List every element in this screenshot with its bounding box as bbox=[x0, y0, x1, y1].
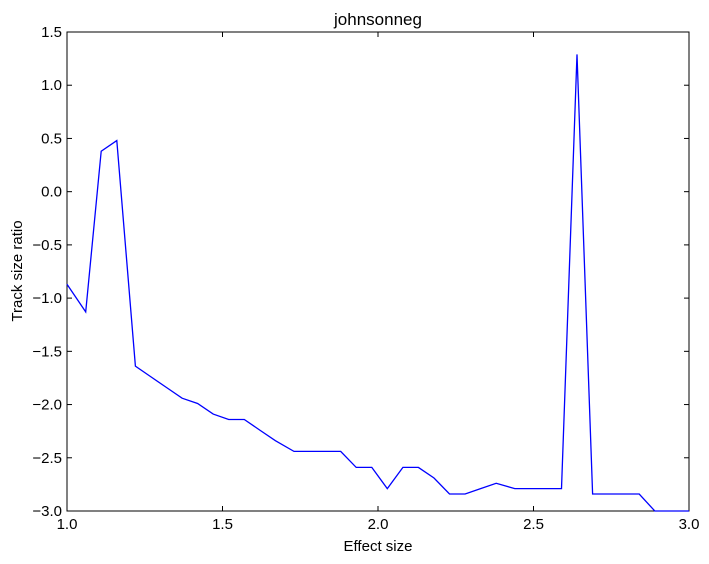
x-tick-label: 3.0 bbox=[679, 516, 700, 533]
x-tick-label: 1.0 bbox=[57, 516, 78, 533]
chart-title: johnsonneg bbox=[333, 10, 422, 29]
y-tick-label: −2.0 bbox=[32, 397, 62, 414]
y-tick-label: −2.5 bbox=[32, 450, 62, 467]
y-tick-label: 1.5 bbox=[41, 24, 62, 41]
x-tick-label: 2.5 bbox=[523, 516, 544, 533]
y-tick-label: −1.0 bbox=[32, 290, 62, 307]
y-tick-label: −1.5 bbox=[32, 343, 62, 360]
y-tick-label: 1.0 bbox=[41, 77, 62, 94]
x-axis-ticks: 1.0 1.5 2.0 2.5 3.0 bbox=[57, 32, 700, 533]
y-tick-label: 0.0 bbox=[41, 184, 62, 201]
y-axis-label: Track size ratio bbox=[9, 220, 26, 321]
series-line bbox=[66, 54, 689, 512]
y-axis-ticks: 1.5 1.0 0.5 0.0 −0.5 −1.0 −1.5 −2.0 −2.5 −3.0 bbox=[32, 24, 689, 520]
plot-frame bbox=[66, 31, 690, 512]
x-axis-label: Effect size bbox=[344, 538, 413, 555]
y-tick-label: −0.5 bbox=[32, 237, 62, 254]
x-tick-label: 1.5 bbox=[212, 516, 233, 533]
y-tick-label: 0.5 bbox=[41, 130, 62, 147]
plot-area: 1.0 1.5 2.0 2.5 3.0 1.5 1.0 0.5 0.0 −0.5 −1.0 −1.5… bbox=[32, 24, 699, 533]
x-tick-label: 2.0 bbox=[368, 516, 389, 533]
y-tick-label: −3.0 bbox=[32, 503, 62, 520]
